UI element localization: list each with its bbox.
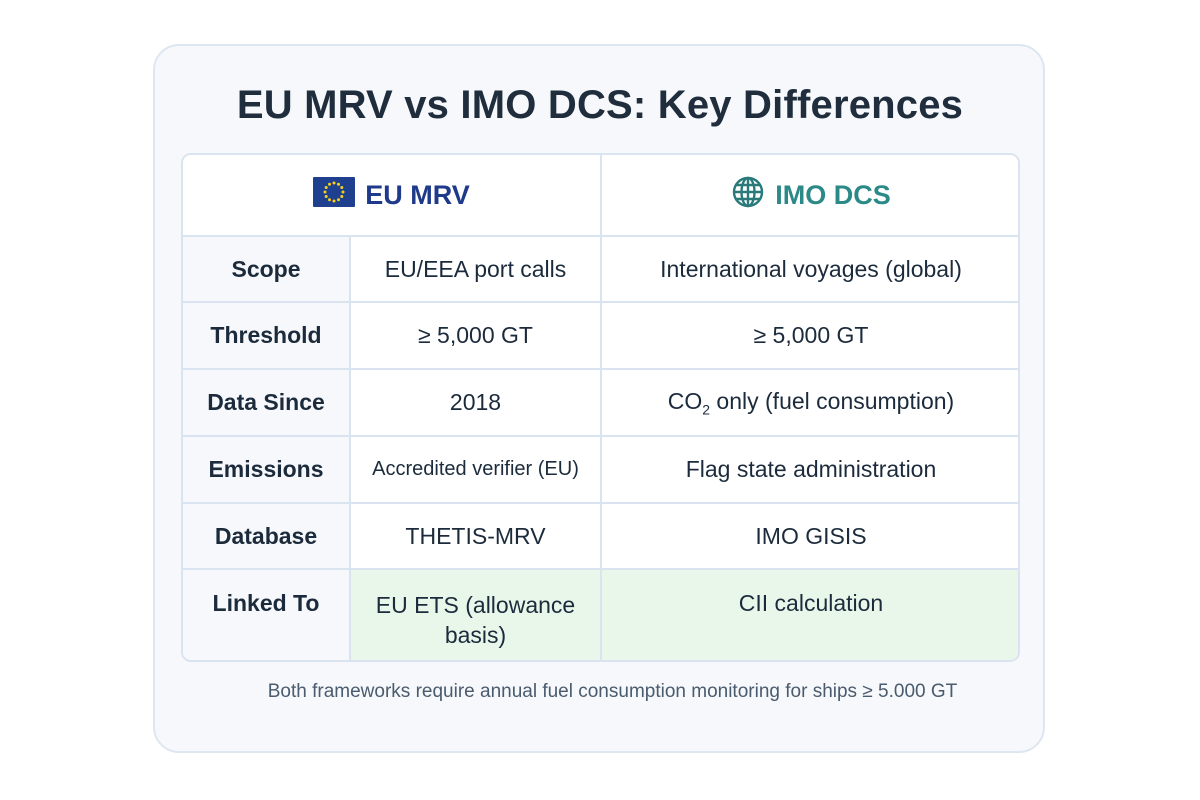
- eu-cell: 2018: [351, 370, 600, 435]
- page-title: EU MRV vs IMO DCS: Key Differences: [236, 83, 964, 127]
- globe-icon: [731, 175, 765, 216]
- imo-cell: ≥ 5,000 GT: [602, 303, 1018, 368]
- eu-flag-icon: [313, 176, 356, 214]
- footer-note: Both frameworks require annual fuel cons…: [267, 681, 958, 702]
- imo-cell-highlight: CII calculation: [602, 570, 1018, 660]
- divider: [349, 235, 351, 660]
- comparison-table: EU MRV IMO DCS Scope EU/EEA port calls I…: [181, 153, 1020, 662]
- imo-cell: International voyages (global): [602, 237, 1018, 301]
- eu-cell: EU/EEA port calls: [351, 237, 600, 301]
- divider: [600, 155, 602, 660]
- eu-cell: Accredited verifier (EU): [351, 437, 600, 502]
- column-header-eu-mrv: EU MRV: [183, 155, 600, 235]
- column-header-label: EU MRV: [365, 179, 470, 210]
- column-header-label: IMO DCS: [775, 179, 891, 210]
- row-label: Threshold: [183, 303, 349, 368]
- eu-cell-highlight: EU ETS (allowance basis): [351, 570, 600, 660]
- row-label: Data Since: [183, 370, 349, 435]
- eu-cell: THETIS-MRV: [351, 504, 600, 568]
- row-label: Database: [183, 504, 349, 568]
- column-header-imo-dcs: IMO DCS: [602, 155, 1018, 235]
- imo-cell: Flag state administration: [602, 437, 1018, 502]
- eu-cell: ≥ 5,000 GT: [351, 303, 600, 368]
- imo-cell: CO2 only (fuel consumption): [602, 370, 1018, 435]
- row-label: Linked To: [183, 570, 349, 660]
- row-label: Emissions: [183, 437, 349, 502]
- co2-text: CO2 only (fuel consumption): [667, 387, 955, 418]
- row-label: Scope: [183, 237, 349, 301]
- imo-cell: IMO GISIS: [602, 504, 1018, 568]
